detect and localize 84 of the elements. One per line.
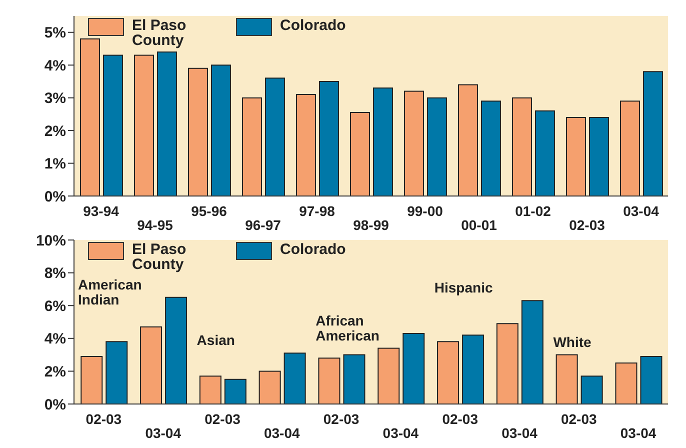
x-tick-label: 03-04 <box>502 425 538 441</box>
x-tick-label: 94-95 <box>137 217 174 233</box>
bar <box>210 64 231 196</box>
y-tick-label: 10% <box>36 232 66 250</box>
bar <box>437 341 460 404</box>
bar <box>615 362 638 404</box>
legend-label: Colorado <box>280 241 346 258</box>
bar <box>156 52 177 196</box>
x-tick-label: 98-99 <box>353 217 390 233</box>
bar <box>80 38 100 196</box>
x-tick-label: 02-03 <box>569 217 606 233</box>
bar <box>512 97 532 196</box>
bar <box>296 94 316 196</box>
bar <box>350 112 370 196</box>
bar <box>106 341 128 404</box>
bar <box>462 334 484 404</box>
bar <box>580 376 603 404</box>
bar <box>224 378 246 404</box>
y-tick-label: 0% <box>44 188 66 206</box>
x-tick-label: 99-00 <box>407 203 444 219</box>
bar <box>140 326 162 404</box>
y-tick-label: 0% <box>44 396 66 414</box>
bar <box>134 54 154 196</box>
x-tick-label: 02-03 <box>560 411 598 427</box>
x-tick-label: 02-03 <box>442 411 478 427</box>
x-tick-label: 03-04 <box>382 425 419 441</box>
bar <box>458 84 478 196</box>
y-tick-label: 2% <box>44 364 66 381</box>
x-tick-label: 03-04 <box>145 425 182 441</box>
annotation: Hispanic <box>434 280 493 296</box>
x-tick-label: 93-94 <box>83 203 120 219</box>
bar <box>402 332 425 404</box>
x-tick-label: 03-04 <box>623 203 660 219</box>
bar <box>199 376 222 404</box>
bar <box>642 71 663 196</box>
bar <box>318 80 339 196</box>
x-tick-label: 02-03 <box>204 411 241 427</box>
x-tick-label: 02-03 <box>323 411 360 427</box>
x-tick-label: 03-04 <box>264 425 300 441</box>
bar <box>264 78 285 196</box>
bar <box>556 354 578 404</box>
legend-label: El Paso County <box>132 241 188 273</box>
bar <box>378 348 400 404</box>
bar <box>496 323 518 404</box>
x-tick-label: 03-04 <box>620 425 656 441</box>
x-tick-label: 01-02 <box>515 203 552 219</box>
bar <box>102 54 123 196</box>
annotation: White <box>553 334 592 350</box>
bar <box>284 352 306 404</box>
y-tick-label: 3% <box>44 90 66 108</box>
legend-label: Colorado <box>280 17 346 34</box>
y-tick-label: 1% <box>44 156 66 173</box>
y-tick-label: 4% <box>44 57 66 74</box>
legend-label: El Paso County <box>132 17 188 49</box>
x-tick-label: 96-97 <box>245 217 282 233</box>
bar <box>588 116 609 196</box>
bar <box>404 90 424 196</box>
bar <box>318 358 340 404</box>
y-tick-label: 5% <box>44 24 66 42</box>
x-tick-label: 97-98 <box>299 203 336 219</box>
bar <box>426 97 447 196</box>
annotation: American Indian <box>78 276 142 308</box>
x-tick-label: 95-96 <box>191 203 228 219</box>
x-tick-label: 00-01 <box>461 217 498 233</box>
bar <box>534 110 555 196</box>
annotation: Asian <box>196 332 235 348</box>
bar <box>80 356 103 404</box>
bar <box>188 68 208 196</box>
bar <box>165 296 188 404</box>
y-tick-label: 2% <box>44 122 66 140</box>
y-tick-label: 4% <box>44 330 66 348</box>
y-tick-label: 6% <box>44 298 66 315</box>
bar <box>566 116 586 196</box>
bar <box>620 100 640 196</box>
bar <box>372 88 393 196</box>
annotation: African American <box>316 312 380 344</box>
bar <box>258 370 281 404</box>
bar <box>343 354 366 404</box>
bar <box>480 100 501 196</box>
bar <box>242 97 262 196</box>
bar <box>521 300 544 404</box>
x-tick-label: 02-03 <box>86 411 122 427</box>
y-tick-label: 8% <box>44 265 66 282</box>
bar <box>640 356 662 404</box>
